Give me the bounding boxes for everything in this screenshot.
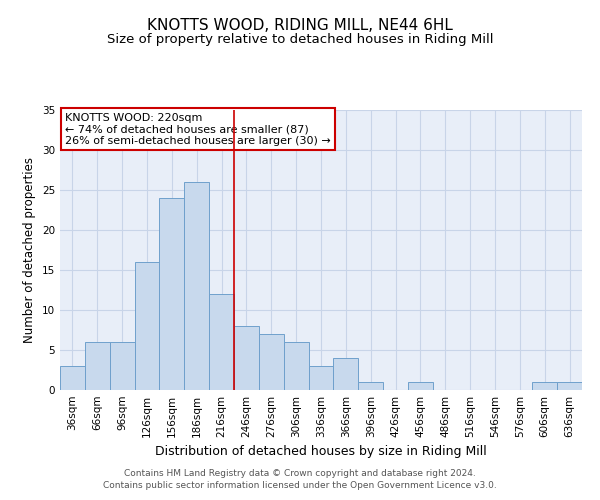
- Bar: [160, 198, 184, 390]
- Bar: [308, 366, 334, 390]
- Text: KNOTTS WOOD, RIDING MILL, NE44 6HL: KNOTTS WOOD, RIDING MILL, NE44 6HL: [147, 18, 453, 32]
- Bar: [532, 382, 557, 390]
- Bar: [234, 326, 259, 390]
- Text: KNOTTS WOOD: 220sqm
← 74% of detached houses are smaller (87)
26% of semi-detach: KNOTTS WOOD: 220sqm ← 74% of detached ho…: [65, 113, 331, 146]
- Bar: [358, 382, 383, 390]
- Bar: [60, 366, 85, 390]
- Bar: [110, 342, 134, 390]
- Bar: [134, 262, 160, 390]
- Text: Size of property relative to detached houses in Riding Mill: Size of property relative to detached ho…: [107, 32, 493, 46]
- Y-axis label: Number of detached properties: Number of detached properties: [23, 157, 37, 343]
- Bar: [408, 382, 433, 390]
- Bar: [85, 342, 110, 390]
- Bar: [259, 334, 284, 390]
- Bar: [184, 182, 209, 390]
- Bar: [284, 342, 308, 390]
- Bar: [557, 382, 582, 390]
- Bar: [334, 358, 358, 390]
- Text: Contains HM Land Registry data © Crown copyright and database right 2024.
Contai: Contains HM Land Registry data © Crown c…: [103, 468, 497, 490]
- X-axis label: Distribution of detached houses by size in Riding Mill: Distribution of detached houses by size …: [155, 446, 487, 458]
- Bar: [209, 294, 234, 390]
